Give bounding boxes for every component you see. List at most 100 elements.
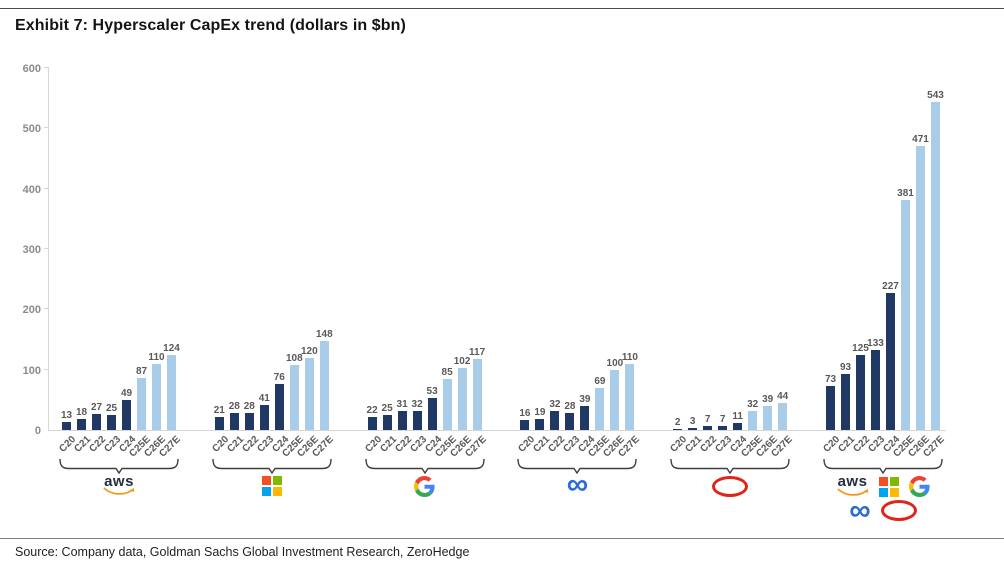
bar-value-label: 381 <box>897 188 914 199</box>
bar-value-label: 73 <box>824 374 837 385</box>
google-logo <box>908 476 930 497</box>
logo-group-aws: aws <box>62 474 176 496</box>
bar-aws-c24: 49 C24 <box>118 388 139 455</box>
bar-group-total: 73 C20 93 C21 125 C22 133 C23 227 C24 381 C25E 471 C2… <box>822 90 948 459</box>
bar-microsoft-c25e: 108 C25E <box>281 353 306 459</box>
microsoft-square-3 <box>272 487 282 496</box>
logo-group-google <box>368 476 482 497</box>
bar-value-label: 41 <box>258 393 270 404</box>
y-tick-mark <box>44 308 49 310</box>
bar-value-label: 32 <box>549 399 561 410</box>
bar-value-label: 39 <box>762 394 774 405</box>
aws-logo: aws <box>837 473 869 496</box>
microsoft-square-2 <box>261 487 271 496</box>
y-tick-label: 400 <box>22 183 41 196</box>
bar-value-label: 117 <box>469 347 486 358</box>
bar-value-label: 87 <box>135 366 148 377</box>
group-bracket-oracle <box>669 458 791 479</box>
bar-value-label: 28 <box>564 401 576 412</box>
bar-oracle-c27e: 44 C27E <box>769 391 794 459</box>
microsoft-square-0 <box>261 476 271 485</box>
aws-wordmark: aws <box>837 473 868 491</box>
bar-google-c20: 22 C20 <box>363 405 384 455</box>
bar-oracle-c20: 2 C20 <box>669 417 690 455</box>
bar-meta-c20: 16 C20 <box>516 408 537 455</box>
bar-value-label: 49 <box>120 388 133 399</box>
bar-value-label: 108 <box>285 353 303 364</box>
bar-google-c26e: 102 C26E <box>448 356 473 459</box>
bar-google-c21: 25 C21 <box>378 403 399 455</box>
bracket-icon <box>212 458 332 475</box>
bar-meta-c24: 39 C24 <box>576 394 597 455</box>
bar-meta-c25e: 69 C25E <box>586 376 611 459</box>
bar-total-c20: 73 C20 <box>822 374 843 455</box>
microsoft-logo <box>878 476 899 497</box>
bar-total-c22: 125 C22 <box>852 343 873 455</box>
bar-value-label: 11 <box>732 411 743 422</box>
bar-meta-c27e: 110 C27E <box>616 352 641 459</box>
bar-meta-c26e: 100 C26E <box>601 358 626 459</box>
microsoft-square-1 <box>272 476 282 485</box>
bracket-icon <box>823 458 943 475</box>
bar-value-label: 28 <box>243 401 255 412</box>
bar-value-label: 32 <box>411 399 423 410</box>
bar-microsoft-c26e: 120 C26E <box>296 346 321 459</box>
group-bracket-aws <box>58 458 180 479</box>
bar-oracle-c25e: 32 C25E <box>739 399 764 459</box>
bar-total-c23: 133 C23 <box>867 338 888 455</box>
bar-value-label: 124 <box>163 343 180 354</box>
group-bracket-microsoft <box>211 458 333 479</box>
bar-google-c25e: 85 C25E <box>433 367 458 459</box>
bar-aws-c25e: 87 C25E <box>128 366 153 459</box>
microsoft-square-3 <box>889 487 899 497</box>
bar-total-c24: 227 C24 <box>882 281 903 455</box>
aws-smile-icon <box>837 488 868 496</box>
bar-value-label: 39 <box>579 394 591 405</box>
bar-aws-c22: 27 C22 <box>88 402 109 455</box>
bar-value-label: 53 <box>426 386 438 397</box>
bar-value-label: 543 <box>927 90 944 101</box>
bar-microsoft-c24: 76 C24 <box>270 372 291 455</box>
logo-group-oracle <box>673 476 787 497</box>
bar-total-c21: 93 C21 <box>837 362 858 455</box>
bracket-icon <box>59 458 179 475</box>
bar-value-label: 110 <box>148 352 165 363</box>
bar-microsoft-c27e: 148 C27E <box>311 329 336 459</box>
group-bracket-meta <box>516 458 638 479</box>
bar-value-label: 21 <box>213 405 225 416</box>
bar-group-google: 22 C20 25 C21 31 C22 32 C23 53 C24 85 C25E 102 C26E 11… <box>363 347 489 459</box>
meta-logo: ∞ <box>849 493 871 527</box>
plot-area: 0 100 200 300 400 500 600 13 C20 18 C21 27 C22 25 C23 4… <box>23 63 948 525</box>
y-tick-label: 600 <box>22 63 41 75</box>
bar-microsoft-c23: 41 C23 <box>255 393 276 455</box>
logo-group-total: aws ∞ <box>826 473 940 527</box>
bar-value-label: 28 <box>228 401 240 412</box>
bar-value-label: 25 <box>381 403 393 414</box>
bracket-icon <box>670 458 790 475</box>
bar-aws-c21: 18 C21 <box>73 407 94 455</box>
top-divider <box>0 8 1004 9</box>
bar-value-label: 133 <box>867 338 884 349</box>
bar-value-label: 13 <box>60 410 73 421</box>
bar-google-c24: 53 C24 <box>423 386 444 455</box>
bar-aws-c27e: 124 C27E <box>158 343 183 459</box>
microsoft-square-0 <box>878 476 888 486</box>
bar-total-c27e: 543 C27E <box>922 90 947 459</box>
bar-value-label: 22 <box>366 405 378 416</box>
bar-value-label: 102 <box>453 356 471 367</box>
bar-value-label: 125 <box>852 343 869 354</box>
logo-group-microsoft <box>215 476 329 496</box>
oracle-logo <box>712 476 749 497</box>
bar-value-label: 7 <box>719 414 726 425</box>
meta-logo: ∞ <box>566 468 589 501</box>
bar-google-c27e: 117 C27E <box>463 347 488 459</box>
y-tick-label: 300 <box>22 244 41 256</box>
bar-google-c23: 32 C23 <box>408 399 429 455</box>
source-note: Source: Company data, Goldman Sachs Glob… <box>15 545 470 559</box>
bar-value-label: 93 <box>839 362 852 373</box>
bar-group-oracle: 2 C20 3 C21 7 C22 7 C23 11 C24 32 C25E 39 C26E 44 C27E <box>669 391 795 459</box>
y-tick-label: 100 <box>22 364 41 377</box>
bar-oracle-c23: 7 C23 <box>714 414 735 455</box>
bar-value-label: 25 <box>105 403 118 414</box>
microsoft-square-2 <box>878 487 888 497</box>
